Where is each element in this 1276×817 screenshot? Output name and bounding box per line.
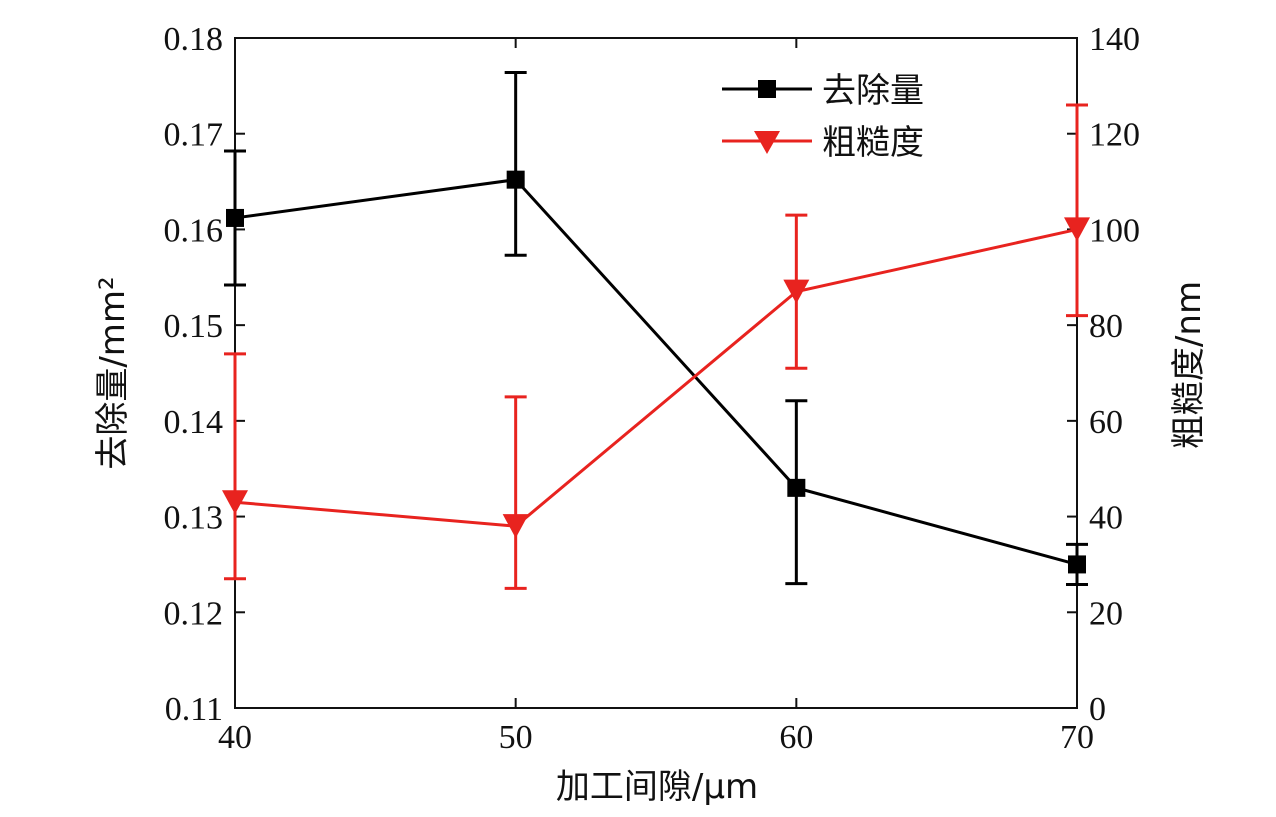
y-axis-title-left: 去除量/mm² (93, 276, 133, 469)
y-right-tick-label: 60 (1089, 404, 1123, 441)
y-right-tick-label: 140 (1089, 21, 1140, 58)
y-right-tick-label: 100 (1089, 212, 1140, 249)
series-0 (224, 70, 1088, 587)
x-tick-label: 50 (499, 719, 533, 756)
series-1 (222, 103, 1090, 590)
x-tick-label: 70 (1060, 719, 1094, 756)
data-point-triangle (222, 490, 248, 515)
data-point-triangle (1064, 217, 1090, 242)
legend-label-removal: 去除量 (822, 71, 924, 111)
plot-frame (234, 37, 1078, 709)
series-line (234, 227, 1078, 528)
y-axis-title-right: 粗糙度/nm (1169, 281, 1209, 449)
data-point-square (787, 478, 806, 497)
y-right-tick-label: 40 (1089, 500, 1123, 537)
y-right-tick-label: 80 (1089, 308, 1123, 345)
y-left-tick-label: 0.12 (164, 595, 224, 632)
y-left-tick-label: 0.15 (164, 308, 224, 345)
data-point-square (1068, 555, 1086, 574)
x-tick-label: 60 (779, 719, 813, 756)
y-left-tick-label: 0.16 (164, 212, 224, 249)
y-left-tick-label: 0.11 (165, 691, 223, 728)
data-point-triangle (783, 279, 810, 304)
data-point-triangle (502, 514, 529, 539)
x-axis-title: 加工间隙/μm (556, 767, 758, 807)
y-right-tick-label: 120 (1089, 117, 1140, 154)
x-tick-label: 40 (218, 719, 252, 756)
y-left-tick-label: 0.17 (164, 117, 224, 154)
series-line (234, 178, 1078, 566)
y-left-tick-label: 0.14 (164, 404, 224, 441)
data-point-square (506, 170, 525, 189)
y-left-tick-label: 0.18 (164, 21, 224, 58)
y-left-tick-label: 0.13 (164, 500, 224, 537)
legend-label-roughness: 粗糙度 (822, 123, 924, 163)
data-point-square (226, 208, 244, 227)
y-right-tick-label: 0 (1089, 691, 1106, 728)
legend-marker-roughness (754, 131, 780, 154)
legend-marker-removal (758, 80, 776, 98)
y-right-tick-label: 20 (1089, 595, 1123, 632)
legend: 去除量 粗糙度 (722, 71, 924, 163)
